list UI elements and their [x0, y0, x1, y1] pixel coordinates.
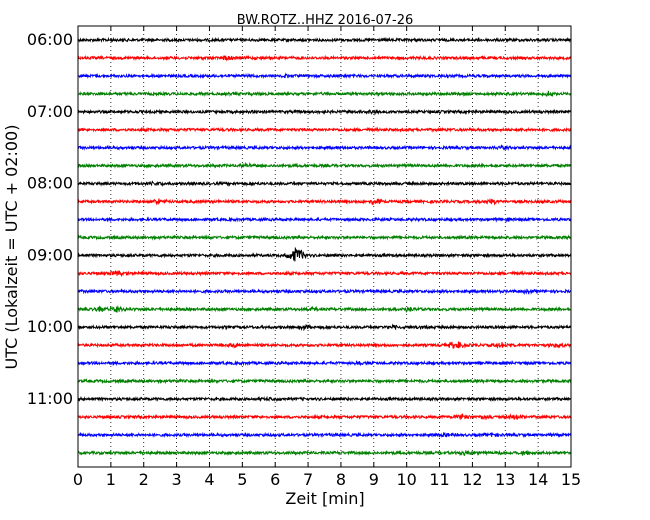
seismogram-trace — [77, 216, 572, 224]
seismogram-trace — [77, 359, 572, 367]
y-tick-label: 07:00 — [27, 102, 73, 121]
plot-frame — [77, 25, 572, 468]
y-axis-label: UTC (Lokalzeit = UTC + 02:00) — [2, 125, 21, 370]
trace-group — [77, 36, 572, 457]
x-axis-ticks: 0 1 2 3 4 5 6 7 8 9 10 11 12 13 14 15 — [73, 26, 581, 489]
seismogram-trace — [77, 234, 572, 241]
seismogram-trace — [77, 36, 572, 44]
x-axis-label: Zeit [min] — [285, 489, 364, 508]
grid-lines — [110, 26, 539, 467]
x-tick-label: 9 — [369, 470, 379, 489]
y-axis-ticks: 06:00 07:00 08:00 09:00 10:00 11:00 — [27, 30, 571, 408]
seismogram-trace — [77, 180, 572, 187]
seismogram-trace — [77, 144, 572, 152]
seismogram-trace — [77, 449, 572, 457]
x-tick-label: 14 — [528, 470, 548, 489]
x-tick-label: 10 — [396, 470, 416, 489]
x-tick-label: 12 — [462, 470, 482, 489]
chart-title: BW.ROTZ..HHZ 2016-07-26 — [237, 13, 413, 28]
seismogram-trace — [77, 431, 572, 439]
x-tick-label: 1 — [106, 470, 116, 489]
x-tick-label: 3 — [172, 470, 182, 489]
seismogram-trace — [77, 54, 572, 62]
x-tick-label: 2 — [139, 470, 149, 489]
seismogram-trace — [77, 90, 572, 98]
seismogram-trace — [77, 377, 572, 385]
seismogram-trace — [77, 72, 572, 80]
seismogram-trace — [77, 413, 572, 421]
seismogram-trace — [77, 247, 572, 262]
x-tick-label: 15 — [561, 470, 581, 489]
seismogram-trace — [77, 126, 572, 133]
y-tick-label: 06:00 — [27, 30, 73, 49]
seismogram-trace — [77, 323, 572, 332]
x-tick-label: 8 — [336, 470, 346, 489]
x-tick-label: 7 — [303, 470, 313, 489]
seismogram-trace — [77, 161, 572, 170]
seismogram-trace — [77, 198, 572, 206]
seismogram-trace — [77, 269, 572, 277]
y-tick-label: 09:00 — [27, 245, 73, 264]
y-tick-label: 11:00 — [27, 389, 73, 408]
x-tick-label: 5 — [237, 470, 247, 489]
x-tick-label: 4 — [204, 470, 214, 489]
y-tick-label: 08:00 — [27, 174, 73, 193]
seismogram-trace — [77, 341, 572, 349]
x-tick-label: 11 — [429, 470, 449, 489]
x-tick-label: 0 — [73, 470, 83, 489]
y-tick-label: 10:00 — [27, 317, 73, 336]
seismogram-trace — [77, 108, 572, 116]
seismogram-trace — [77, 288, 572, 295]
seismogram-trace — [77, 304, 572, 314]
seismogram-trace — [77, 395, 572, 403]
x-tick-label: 6 — [270, 470, 280, 489]
x-tick-label: 13 — [495, 470, 515, 489]
